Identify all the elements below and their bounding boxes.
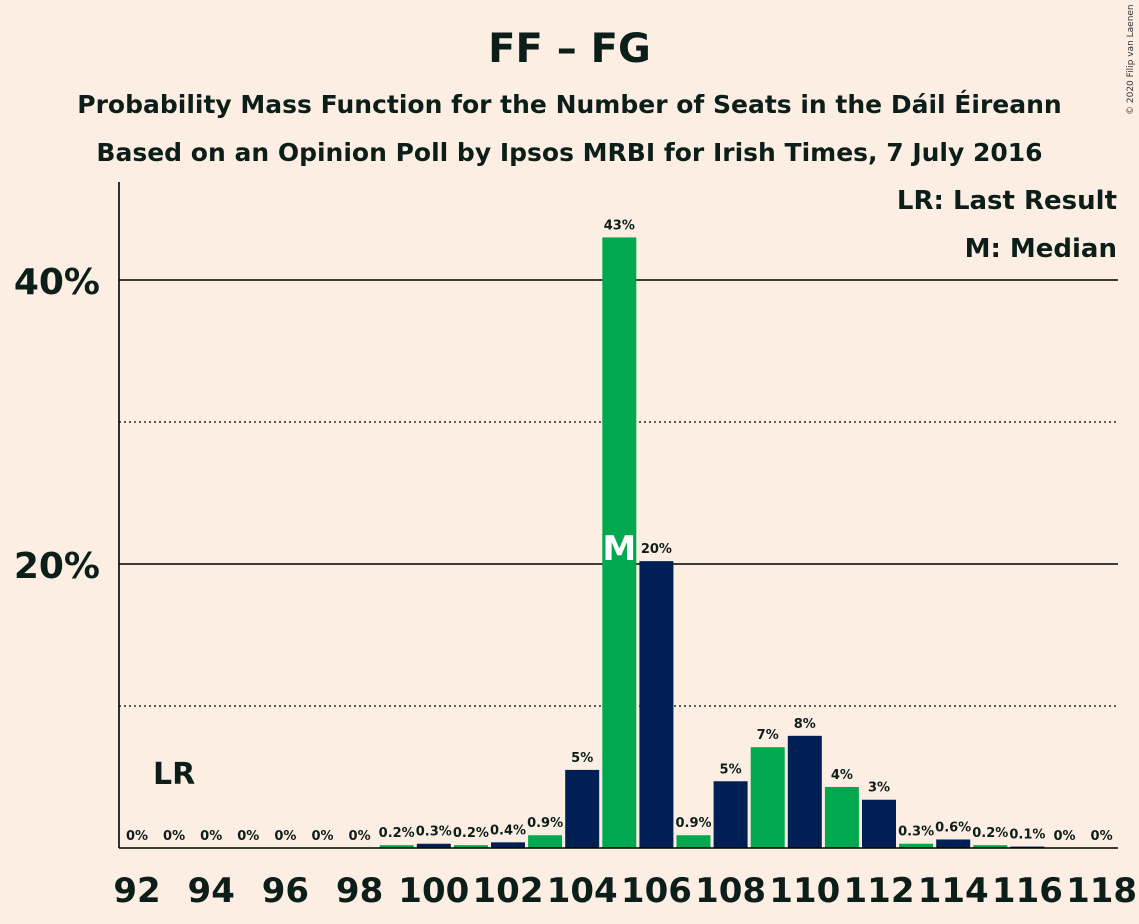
data-label: 7% <box>757 728 779 743</box>
data-label: 0.3% <box>898 825 934 840</box>
bar <box>713 781 748 848</box>
bar <box>936 839 971 848</box>
x-tick-label: 102 <box>473 871 544 911</box>
data-label: 0.4% <box>490 823 526 838</box>
data-label: 0% <box>1053 829 1075 844</box>
bar <box>491 842 525 848</box>
bar <box>899 843 934 848</box>
data-label: 0.2% <box>379 826 415 841</box>
data-label: 0.1% <box>1009 828 1045 843</box>
data-label: 3% <box>868 781 890 796</box>
x-tick-label: 108 <box>695 871 766 911</box>
x-tick-label: 118 <box>1066 871 1137 911</box>
data-label: 8% <box>794 717 816 732</box>
bar <box>528 835 563 848</box>
bar <box>973 845 1008 848</box>
x-tick-label: 92 <box>113 871 160 911</box>
data-label: 43% <box>604 218 635 233</box>
data-label: 0.2% <box>972 826 1008 841</box>
x-tick-label: 96 <box>262 871 309 911</box>
x-tick-label: 112 <box>844 871 915 911</box>
data-label: 0.3% <box>416 825 452 840</box>
y-tick-label: 20% <box>14 546 100 587</box>
x-tick-label: 104 <box>547 871 618 911</box>
data-label: 0.6% <box>935 820 971 835</box>
data-label: 0.2% <box>453 826 489 841</box>
bar <box>453 845 488 848</box>
chart-title: FF – FG <box>488 26 651 72</box>
legend-entry: M: Median <box>965 234 1117 264</box>
data-label: 0% <box>126 829 148 844</box>
chart-subtitle-source: Based on an Opinion Poll by Ipsos MRBI f… <box>96 138 1043 167</box>
bar <box>565 769 600 848</box>
bar <box>787 735 822 848</box>
y-tick-label: 40% <box>14 262 100 303</box>
bar <box>602 237 637 848</box>
bar <box>639 561 674 848</box>
legend-entry: LR: Last Result <box>897 186 1117 216</box>
median-marker: M <box>602 529 636 569</box>
bar <box>416 843 451 848</box>
chart-subtitle: Probability Mass Function for the Number… <box>77 90 1062 119</box>
data-label: 0% <box>200 829 222 844</box>
data-label: 0% <box>1091 829 1113 844</box>
data-label: 0% <box>237 829 259 844</box>
data-label: 5% <box>720 762 742 777</box>
x-tick-label: 98 <box>336 871 383 911</box>
data-label: 0% <box>311 829 333 844</box>
x-tick-label: 116 <box>992 871 1063 911</box>
bar <box>824 786 859 848</box>
data-label: 0% <box>349 829 371 844</box>
bar <box>862 799 896 848</box>
bar <box>379 845 414 848</box>
x-tick-label: 94 <box>188 871 235 911</box>
data-label: 20% <box>641 542 672 557</box>
data-label: 5% <box>571 751 593 766</box>
x-tick-label: 110 <box>769 871 840 911</box>
last-result-marker: LR <box>153 757 195 792</box>
data-label: 4% <box>831 768 853 783</box>
x-tick-label: 106 <box>621 871 692 911</box>
bar <box>676 835 711 848</box>
x-tick-label: 100 <box>398 871 469 911</box>
data-label: 0.9% <box>675 816 711 831</box>
data-label: 0% <box>163 829 185 844</box>
x-tick-label: 114 <box>918 871 989 911</box>
data-label: 0% <box>274 829 296 844</box>
data-label: 0.9% <box>527 816 563 831</box>
bar <box>750 747 785 848</box>
